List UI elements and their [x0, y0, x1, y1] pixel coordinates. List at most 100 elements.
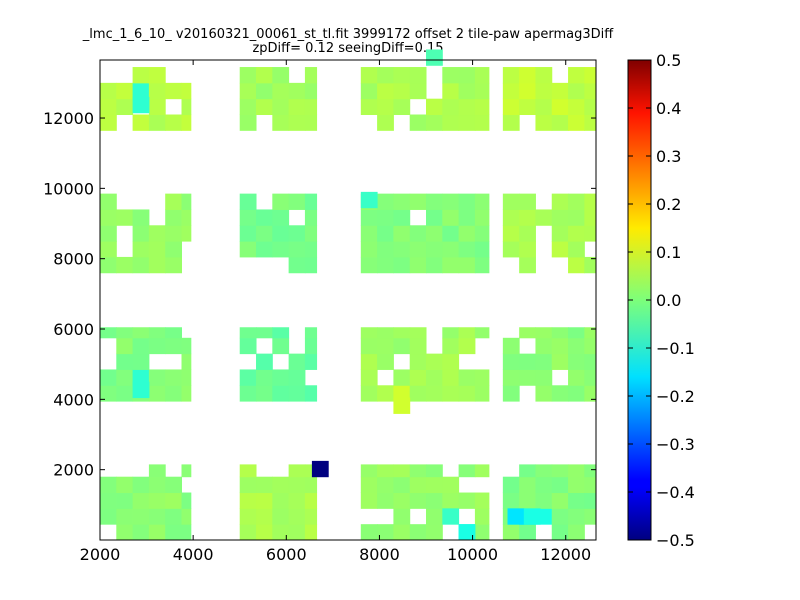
heatmap-cell — [288, 385, 306, 402]
heatmap-cell — [165, 369, 183, 386]
heatmap-cell — [116, 337, 134, 355]
heatmap-cell — [304, 225, 318, 242]
heatmap-cell — [360, 209, 378, 226]
heatmap-cell — [442, 385, 460, 402]
heatmap-cell — [165, 82, 183, 100]
heatmap-cell — [132, 67, 150, 84]
heatmap-cell — [393, 256, 411, 274]
heatmap-cell — [377, 114, 394, 131]
heatmap-cell — [584, 209, 597, 226]
heatmap-cell — [288, 241, 306, 258]
heatmap-cell — [148, 67, 166, 84]
heatmap-cell — [474, 241, 490, 258]
heatmap-cell — [458, 464, 476, 478]
heatmap-cell — [474, 369, 490, 386]
heatmap-outlier-cell — [360, 191, 378, 209]
heatmap-cell — [502, 524, 520, 541]
heatmap-cell — [181, 193, 192, 210]
heatmap-cell — [165, 241, 183, 258]
heatmap-cell — [116, 82, 134, 100]
y-axis: 2000 4000 6000 8000 10000 12000 — [43, 109, 596, 480]
heatmap-cell — [132, 82, 150, 100]
heatmap-cell — [272, 67, 290, 84]
heatmap-cell — [502, 114, 520, 131]
heatmap-cell — [377, 209, 394, 226]
heatmap-cell — [256, 98, 273, 116]
heatmap-cell — [458, 114, 476, 131]
chart-title-line-2: zpDiff= 0.12 seeingDiff=0.15 — [252, 41, 443, 56]
heatmap-cell — [360, 82, 378, 100]
heatmap-cell — [304, 82, 318, 100]
heatmap-cell — [474, 464, 490, 478]
heatmap-cell — [132, 508, 150, 525]
heatmap-cell — [116, 256, 134, 274]
heatmap-cell — [584, 256, 597, 274]
heatmap-cell — [409, 225, 427, 242]
heatmap-cell — [442, 114, 460, 131]
heatmap-cell — [100, 508, 117, 525]
heatmap-cell — [304, 508, 318, 525]
heatmap-cell — [116, 524, 134, 541]
heatmap-cell — [442, 476, 460, 494]
heatmap-cell — [304, 492, 318, 509]
heatmap-cell — [442, 327, 460, 339]
heatmap-cell — [551, 98, 569, 116]
heatmap-cell — [535, 369, 553, 386]
heatmap-cell — [551, 492, 569, 509]
heatmap-cell — [393, 98, 411, 116]
heatmap-cell — [474, 492, 490, 509]
heatmap-cell — [519, 369, 536, 386]
heatmap-cell — [393, 82, 411, 100]
heatmap-cell — [409, 464, 427, 478]
heatmap-cell — [474, 385, 490, 402]
heatmap-cell — [393, 508, 411, 525]
heatmap-cell — [442, 369, 460, 386]
heatmap-cell — [409, 256, 427, 274]
heatmap-cell — [288, 114, 306, 131]
heatmap-cell — [409, 476, 427, 494]
heatmap-cell — [568, 492, 585, 509]
heatmap-cell — [288, 225, 306, 242]
heatmap-cell — [474, 524, 490, 541]
heatmap-cell — [100, 98, 117, 116]
heatmap-cell — [442, 67, 460, 84]
heatmap-cell — [116, 476, 134, 494]
heatmap-cell — [304, 524, 318, 541]
heatmap-cell — [393, 464, 411, 478]
heatmap-cell — [458, 98, 476, 116]
heatmap-cell — [535, 82, 553, 100]
heatmap-cell — [165, 193, 183, 210]
heatmap-outlier-cell — [132, 381, 150, 399]
heatmap-outlier-cell — [393, 397, 411, 414]
heatmap-cell — [272, 508, 290, 525]
heatmap-cell — [426, 193, 443, 210]
heatmap-cell — [181, 385, 192, 402]
heatmap-cell — [256, 67, 273, 84]
heatmap-cell — [426, 385, 443, 402]
heatmap-cell — [519, 524, 536, 541]
heatmap-cell — [288, 492, 306, 509]
heatmap-cell — [100, 385, 117, 402]
heatmap-cell — [239, 98, 257, 116]
heatmap-cell — [474, 225, 490, 242]
heatmap-cell — [239, 337, 257, 355]
heatmap-cell — [584, 353, 597, 370]
heatmap-cell — [132, 476, 150, 494]
heatmap-cell — [519, 353, 536, 370]
heatmap-cell — [165, 492, 183, 509]
heatmap-cell — [132, 337, 150, 355]
heatmap-cell — [442, 241, 460, 258]
heatmap-cell — [304, 98, 318, 116]
heatmap-cell — [519, 327, 536, 339]
heatmap-cell — [474, 327, 490, 339]
heatmap-cell — [256, 209, 273, 226]
heatmap-cell — [360, 98, 378, 116]
heatmap-cell — [551, 464, 569, 478]
heatmap-cell — [256, 327, 273, 339]
heatmap-cell — [568, 524, 585, 541]
heatmap-outlier-cell — [458, 524, 476, 541]
heatmap-cell — [165, 524, 183, 541]
heatmap-cell — [568, 209, 585, 226]
heatmap-cell — [584, 385, 597, 402]
